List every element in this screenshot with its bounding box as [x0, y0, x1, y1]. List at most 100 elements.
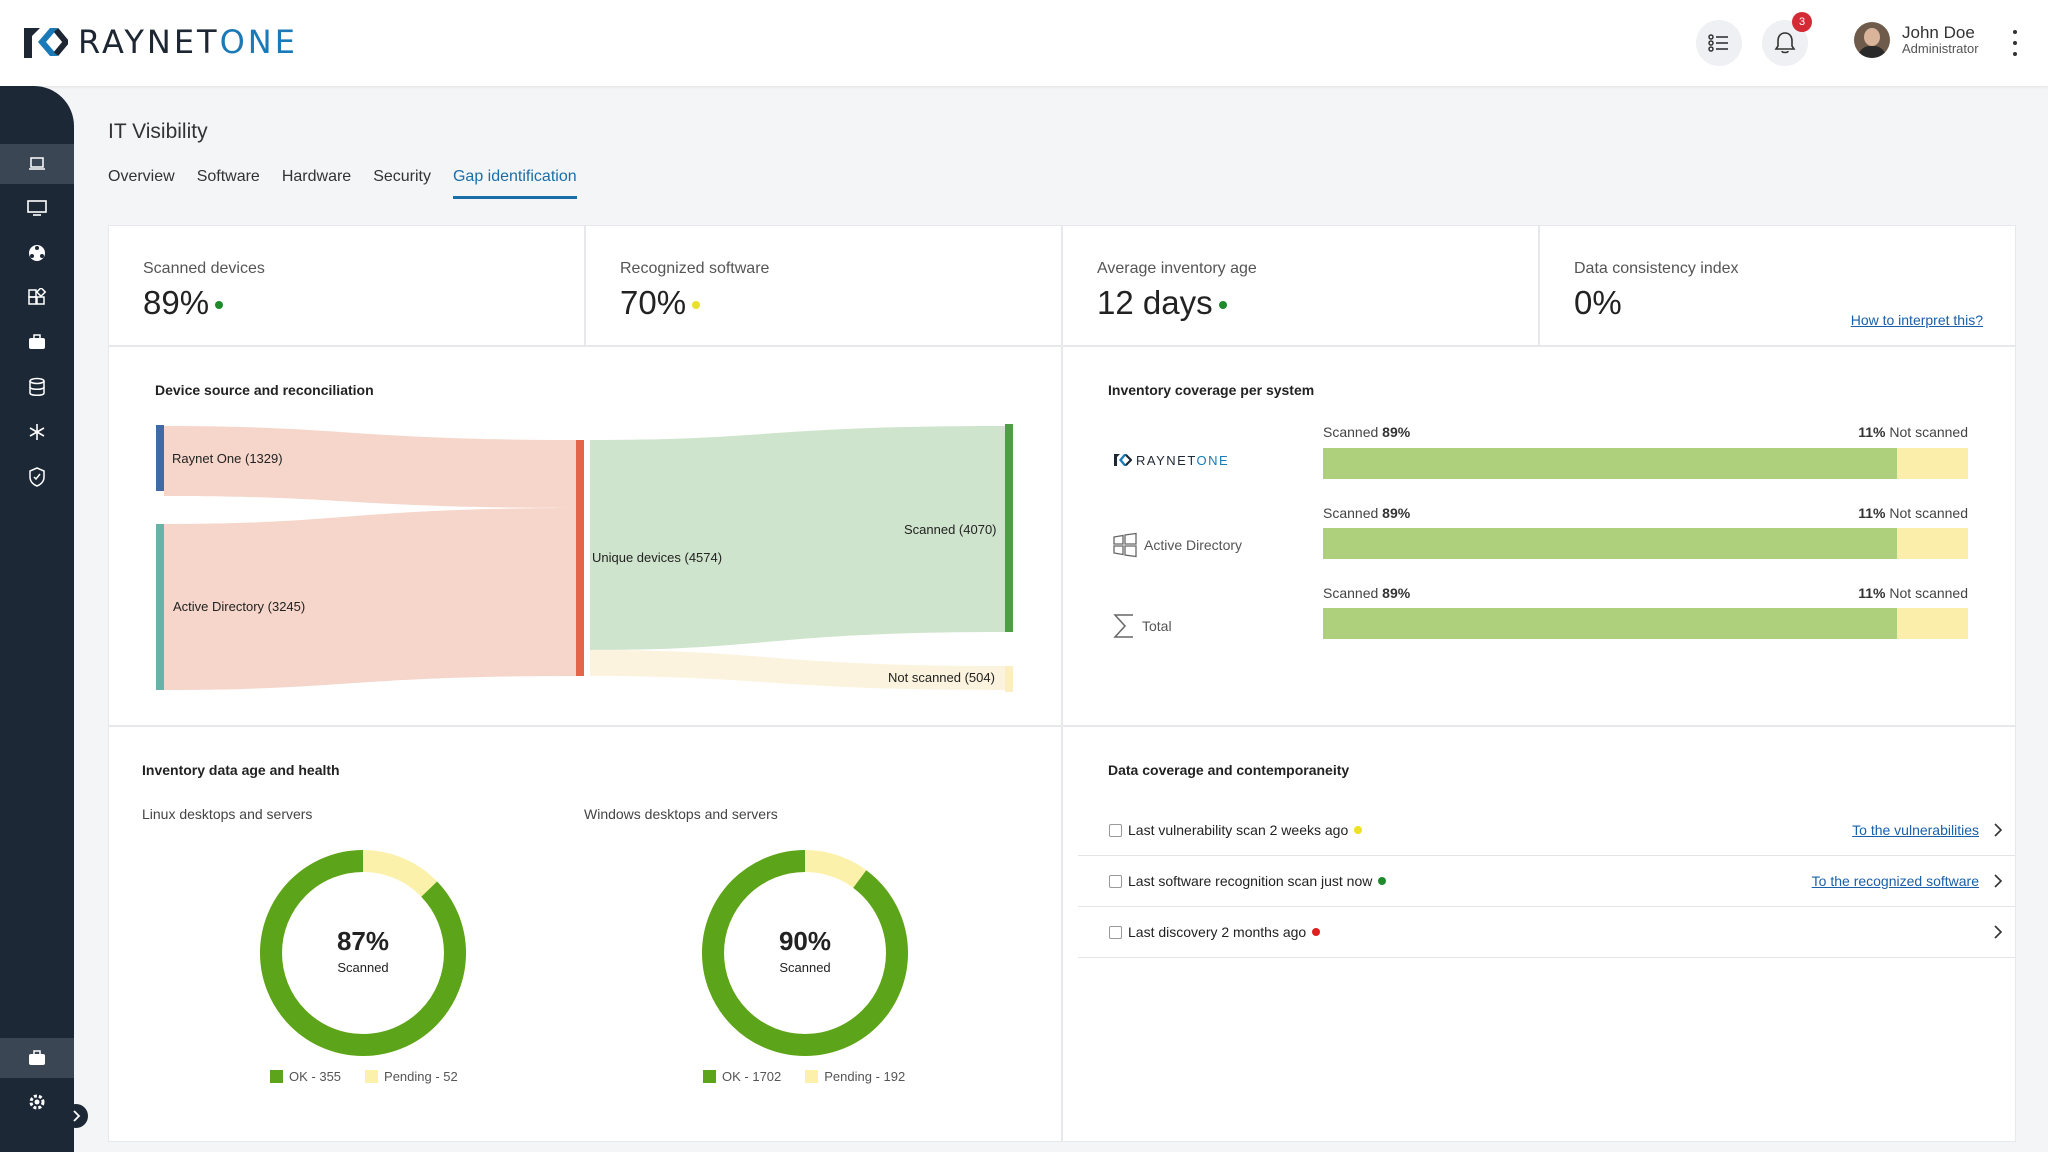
system-total: Total	[1112, 611, 1172, 641]
system-label: Active Directory	[1144, 537, 1243, 553]
status-dot	[1312, 928, 1321, 936]
more-options-icon[interactable]	[2010, 30, 2020, 56]
bell-icon	[1774, 32, 1796, 54]
tab-gap-identification[interactable]: Gap identification	[452, 168, 577, 199]
page-title: IT Visibility	[108, 120, 208, 143]
chevron-right-icon	[73, 1110, 81, 1122]
chart-subtitle-windows: Windows desktops and servers	[584, 806, 778, 822]
avatar	[1854, 22, 1890, 58]
apps-icon	[28, 288, 47, 305]
sidebar-item-data[interactable]	[0, 367, 74, 407]
snowflake-icon	[29, 424, 45, 440]
kpi-label: Data consistency index	[1574, 260, 1739, 277]
sidebar-item-it-visibility[interactable]	[0, 144, 74, 184]
recognized-software-link[interactable]: To the recognized software	[1811, 873, 1979, 889]
network-icon	[29, 245, 45, 261]
chevron-right-icon[interactable]	[1993, 925, 2003, 939]
sidebar-item-workspace[interactable]	[0, 1038, 74, 1078]
list-item-last-discovery[interactable]: Last discovery 2 months ago	[1078, 907, 2015, 958]
flow-ad-to-unique	[164, 508, 580, 690]
coverage-bar-total	[1323, 608, 1968, 639]
raynetone-logo[interactable]: RAYNETONE	[20, 22, 298, 62]
sidebar-item-devices[interactable]	[0, 188, 74, 228]
coverage-bar-active-directory	[1323, 528, 1968, 559]
row-checkbox[interactable]	[1109, 823, 1122, 837]
data-coverage-card	[1062, 726, 2016, 1142]
user-menu[interactable]: John Doe Administrator	[1854, 22, 1979, 58]
tab-software[interactable]: Software	[196, 168, 260, 185]
notifications-button[interactable]: 3	[1762, 12, 1812, 66]
briefcase-icon	[29, 1050, 45, 1065]
node-not-scanned	[1005, 666, 1013, 692]
donut-ok-arc	[260, 850, 466, 1056]
legend-pending: Pending - 52	[384, 1069, 458, 1084]
legend-linux: OK - 355 Pending - 52	[270, 1069, 458, 1084]
status-dot	[1354, 826, 1363, 834]
flow-raynet-to-unique	[164, 426, 580, 508]
section-title: Device source and reconciliation	[155, 382, 374, 398]
kpi-value: 70%	[620, 284, 687, 321]
node-scanned	[1005, 424, 1013, 632]
coverage-bar-fill	[1323, 528, 1898, 559]
donut-windows: 90% Scanned	[700, 848, 910, 1058]
scanned-label: Scanned 89%	[1323, 585, 1411, 601]
list-item-vulnerability-scan[interactable]: Last vulnerability scan 2 weeks ago To t…	[1078, 805, 2015, 856]
donut-center-label: Scanned	[779, 960, 831, 975]
list-item-software-recognition[interactable]: Last software recognition scan just now …	[1078, 856, 2015, 907]
kpi-value: 89%	[143, 284, 210, 321]
flow-unique-to-not-scanned	[590, 650, 1005, 690]
kpi-value: 12 days	[1097, 284, 1213, 321]
kpi-label: Recognized software	[620, 260, 770, 277]
flow-unique-to-scanned	[590, 426, 1005, 650]
vulnerabilities-link[interactable]: To the vulnerabilities	[1852, 822, 1979, 838]
legend-swatch-pending	[365, 1070, 379, 1083]
shield-icon	[29, 467, 45, 487]
sidebar-item-packages[interactable]	[0, 322, 74, 362]
raynet-logo-icon	[1114, 454, 1132, 466]
tab-bar: Overview Software Hardware Security Gap …	[108, 168, 577, 199]
coverage-bar-fill	[1323, 608, 1898, 639]
legend-swatch-ok	[703, 1070, 716, 1083]
tab-security[interactable]: Security	[373, 168, 431, 185]
status-dot	[215, 301, 224, 310]
sidebar-item-integrations[interactable]	[0, 412, 74, 452]
not-scanned-label: 11% Not scanned	[1858, 505, 1968, 521]
donut-chart	[260, 850, 466, 1056]
user-role: Administrator	[1902, 41, 1979, 57]
node-active-directory	[156, 524, 164, 690]
donut-chart	[702, 850, 908, 1056]
tab-hardware[interactable]: Hardware	[281, 168, 352, 185]
briefcase-icon	[29, 334, 45, 349]
how-to-interpret-link[interactable]: How to interpret this?	[1850, 312, 1983, 328]
kpi-recognized-software: Recognized software 70%	[585, 225, 1062, 346]
section-title: Data coverage and contemporaneity	[1108, 762, 1350, 778]
chart-subtitle-linux: Linux desktops and servers	[142, 806, 313, 822]
node-label-unique-devices: Unique devices (4574)	[592, 550, 723, 565]
gear-icon	[29, 1094, 45, 1110]
chevron-right-icon[interactable]	[1993, 874, 2003, 888]
chevron-right-icon[interactable]	[1993, 823, 2003, 837]
task-list-button[interactable]	[1696, 20, 1742, 66]
legend-ok: OK - 355	[289, 1069, 342, 1084]
sidebar-item-settings[interactable]	[0, 1082, 74, 1122]
system-raynetone: RAYNETONE	[1112, 452, 1229, 468]
legend-swatch-pending	[805, 1070, 819, 1083]
row-checkbox[interactable]	[1109, 874, 1122, 888]
coverage-bar-fill	[1323, 448, 1898, 479]
sidebar-item-network[interactable]	[0, 233, 74, 273]
legend-pending: Pending - 192	[824, 1069, 906, 1084]
row-checkbox[interactable]	[1109, 925, 1122, 939]
legend-windows: OK - 1702 Pending - 192	[703, 1069, 905, 1084]
node-label-scanned: Scanned (4070)	[904, 522, 997, 537]
donut-percentage: 90%	[778, 926, 832, 956]
node-label-active-directory: Active Directory (3245)	[173, 599, 306, 614]
tab-overview[interactable]: Overview	[108, 168, 175, 185]
sidebar-item-apps[interactable]	[0, 278, 74, 318]
status-dot	[1378, 877, 1387, 885]
sidebar-expand-button[interactable]	[64, 1104, 88, 1128]
kpi-value: 0%	[1574, 284, 1622, 321]
sidebar-item-security[interactable]	[0, 457, 74, 497]
donut-ok-arc	[702, 850, 908, 1056]
logo-text: RAYNETONE	[78, 23, 298, 61]
user-name: John Doe	[1902, 22, 1975, 42]
